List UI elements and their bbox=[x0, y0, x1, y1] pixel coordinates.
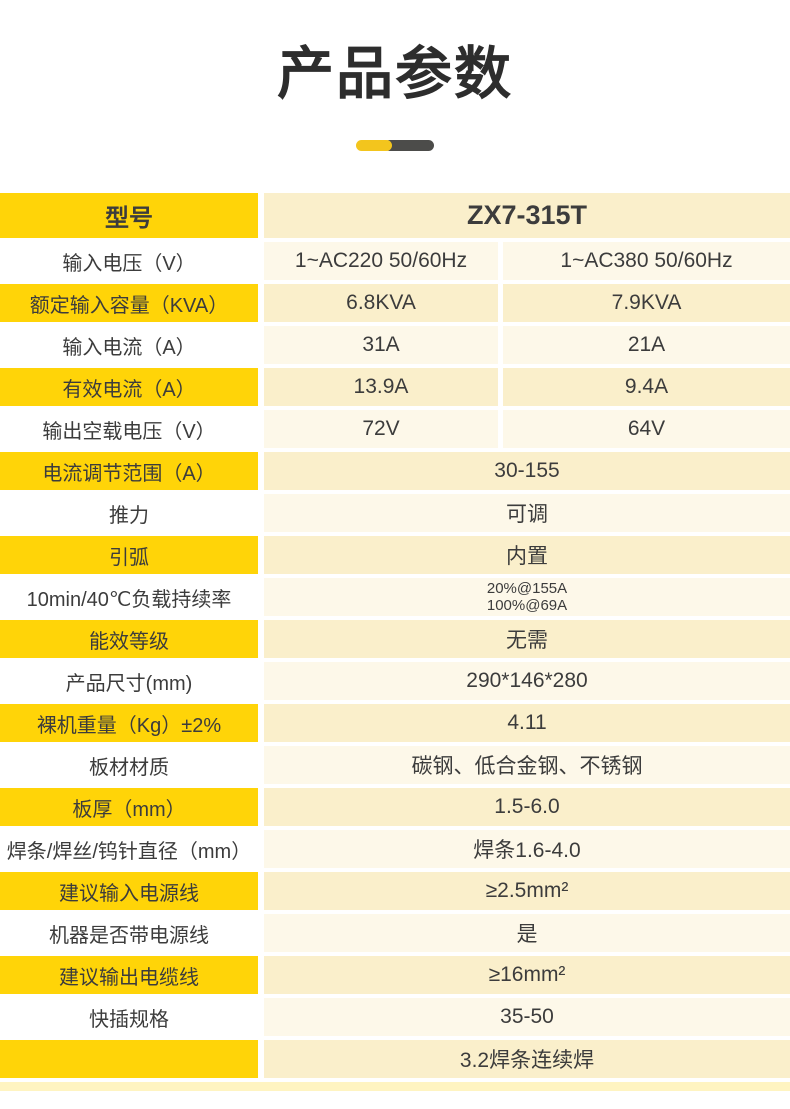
table-row: 机器是否带电源线 是 bbox=[0, 914, 790, 952]
row-label: 建议输出电缆线 bbox=[0, 956, 258, 994]
row-label: 焊条/焊丝/钨针直径（mm） bbox=[6, 840, 252, 863]
row-value: 72V bbox=[264, 410, 498, 448]
row-value: 内置 bbox=[264, 536, 790, 574]
row-label: 快插规格 bbox=[89, 1008, 169, 1031]
table-row: 产品尺寸(mm) 290*146*280 bbox=[0, 662, 790, 700]
row-value: 1.5-6.0 bbox=[264, 788, 790, 826]
row-value-line: 20%@155A bbox=[486, 580, 568, 597]
row-value: 30-155 bbox=[264, 452, 790, 490]
row-label: 能效等级 bbox=[0, 620, 258, 658]
table-row: 建议输出电缆线 ≥16mm² bbox=[0, 956, 790, 994]
table-row: 裸机重量（Kg）±2% 4.11 bbox=[0, 704, 790, 742]
table-row: 10min/40℃负载持续率 20%@155A 100%@69A bbox=[0, 578, 790, 616]
title-underline bbox=[356, 140, 434, 151]
row-label: 引弧 bbox=[0, 536, 258, 574]
row-value: 290*146*280 bbox=[264, 662, 790, 700]
row-label: 建议输入电源线 bbox=[0, 872, 258, 910]
table-row: 板材材质 碳钢、低合金钢、不锈钢 bbox=[0, 746, 790, 784]
row-label: 板厚（mm） bbox=[0, 788, 258, 826]
row-value: ≥16mm² bbox=[264, 956, 790, 994]
row-value-line: 100%@69A bbox=[486, 597, 568, 614]
row-label: 电流调节范围（A） bbox=[0, 452, 258, 490]
table-row: 焊条/焊丝/钨针直径（mm） 焊条1.6-4.0 bbox=[0, 830, 790, 868]
model-label: 型号 bbox=[0, 193, 258, 238]
row-value: 4.11 bbox=[264, 704, 790, 742]
row-value: 无需 bbox=[264, 620, 790, 658]
row-value: 6.8KVA bbox=[264, 284, 498, 322]
row-value: 1~AC220 50/60Hz bbox=[264, 242, 498, 280]
row-value: 是 bbox=[264, 914, 790, 952]
page-title: 产品参数 bbox=[277, 42, 513, 106]
row-label: 有效电流（A） bbox=[0, 368, 258, 406]
row-value: ≥2.5mm² bbox=[264, 872, 790, 910]
row-label: 裸机重量（Kg）±2% bbox=[0, 704, 258, 742]
table-body: 输入电压（V） 1~AC220 50/60Hz 1~AC380 50/60Hz 额定输… bbox=[0, 242, 790, 1078]
table-row: 能效等级 无需 bbox=[0, 620, 790, 658]
row-value: 64V bbox=[503, 410, 790, 448]
table-row: 额定输入容量（KVA） 6.8KVA 7.9KVA bbox=[0, 284, 790, 322]
row-label bbox=[0, 1040, 258, 1078]
row-value: 可调 bbox=[264, 494, 790, 532]
row-value: 碳钢、低合金钢、不锈钢 bbox=[264, 746, 790, 784]
table-header-row: 型号 ZX7-315T bbox=[0, 193, 790, 238]
table-row: 建议输入电源线 ≥2.5mm² bbox=[0, 872, 790, 910]
row-label: 推力 bbox=[109, 504, 149, 527]
title-underline-dark-segment bbox=[384, 140, 434, 151]
row-value: 1~AC380 50/60Hz bbox=[503, 242, 790, 280]
row-value: 3.2焊条连续焊 bbox=[264, 1040, 790, 1078]
table-row: 输入电压（V） 1~AC220 50/60Hz 1~AC380 50/60Hz bbox=[0, 242, 790, 280]
row-label: 输出空载电压（V） bbox=[42, 420, 216, 443]
row-label: 输入电流（A） bbox=[62, 336, 196, 359]
spec-table: 型号 ZX7-315T 输入电压（V） 1~AC220 50/60Hz 1~AC38… bbox=[0, 193, 790, 1091]
row-value: 焊条1.6-4.0 bbox=[264, 830, 790, 868]
row-label: 机器是否带电源线 bbox=[49, 924, 209, 947]
table-row: 推力 可调 bbox=[0, 494, 790, 532]
row-label: 额定输入容量（KVA） bbox=[0, 284, 258, 322]
row-value: 7.9KVA bbox=[503, 284, 790, 322]
title-underline-yellow-segment bbox=[356, 140, 392, 151]
cropped-next-row-strip bbox=[0, 1082, 790, 1091]
row-label: 产品尺寸(mm) bbox=[65, 672, 193, 695]
row-label: 10min/40℃负载持续率 bbox=[26, 588, 232, 611]
row-value: 13.9A bbox=[264, 368, 498, 406]
table-row: 输出空载电压（V） 72V 64V bbox=[0, 410, 790, 448]
row-value: 31A bbox=[264, 326, 498, 364]
model-value: ZX7-315T bbox=[264, 193, 790, 238]
table-row: 板厚（mm） 1.5-6.0 bbox=[0, 788, 790, 826]
table-row: 3.2焊条连续焊 bbox=[0, 1040, 790, 1078]
table-row: 有效电流（A） 13.9A 9.4A bbox=[0, 368, 790, 406]
row-value: 20%@155A 100%@69A bbox=[264, 578, 790, 616]
row-label: 输入电压（V） bbox=[62, 252, 196, 275]
row-label: 板材材质 bbox=[89, 756, 169, 779]
table-row: 输入电流（A） 31A 21A bbox=[0, 326, 790, 364]
row-value: 35-50 bbox=[264, 998, 790, 1036]
row-value: 9.4A bbox=[503, 368, 790, 406]
table-row: 引弧 内置 bbox=[0, 536, 790, 574]
table-row: 电流调节范围（A） 30-155 bbox=[0, 452, 790, 490]
table-row: 快插规格 35-50 bbox=[0, 998, 790, 1036]
row-value: 21A bbox=[503, 326, 790, 364]
